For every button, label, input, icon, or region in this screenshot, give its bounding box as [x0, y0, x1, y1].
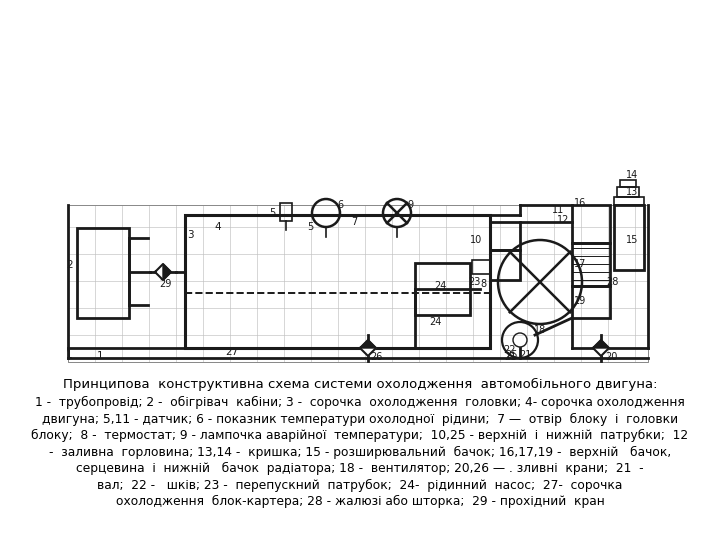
Polygon shape	[360, 340, 376, 348]
Text: 29: 29	[159, 279, 171, 289]
Bar	[490, 222, 520, 250]
Text: 24: 24	[434, 281, 446, 291]
Text: 4: 4	[215, 222, 221, 232]
Bar	[185, 215, 490, 348]
Polygon shape	[155, 264, 163, 280]
Text: 8: 8	[480, 279, 486, 289]
Text: серцевина  і  нижній   бачок  радіатора; 18 -  вентилятор; 20,26 — . зливні  кра: серцевина і нижній бачок радіатора; 18 -…	[76, 462, 644, 475]
Text: 23: 23	[468, 277, 480, 287]
Bar	[280, 203, 292, 221]
Text: 5: 5	[269, 208, 275, 218]
Bar	[614, 205, 644, 270]
Text: 25: 25	[505, 350, 518, 360]
Text: 12: 12	[557, 215, 570, 225]
Bar	[572, 243, 610, 286]
Text: 27: 27	[225, 347, 238, 357]
Polygon shape	[593, 348, 609, 356]
Text: 9: 9	[407, 200, 413, 210]
Bar	[68, 205, 648, 362]
Text: 1: 1	[96, 351, 103, 361]
Text: блоку;  8 -  термостат; 9 - лампочка аварійної  температури;  10,25 - верхній  і: блоку; 8 - термостат; 9 - лампочка аварі…	[32, 429, 688, 442]
Text: вал;  22 -   шків; 23 -  перепускний  патрубок;  24-  рідинний  насос;  27-  сор: вал; 22 - шків; 23 - перепускний патрубо…	[97, 478, 623, 491]
Polygon shape	[360, 348, 376, 356]
Text: 22: 22	[504, 345, 516, 355]
Text: 21: 21	[504, 352, 516, 362]
Text: 24: 24	[429, 317, 441, 327]
Text: 19: 19	[574, 296, 586, 306]
Text: 2: 2	[67, 260, 73, 270]
Bar	[77, 228, 129, 318]
Text: 3: 3	[186, 230, 193, 240]
Bar	[415, 263, 470, 315]
Text: 5: 5	[307, 222, 313, 232]
Bar	[490, 250, 520, 280]
Text: 13: 13	[626, 187, 638, 197]
Text: 18: 18	[534, 325, 546, 335]
Text: 1: 1	[66, 350, 72, 360]
Text: 21: 21	[519, 350, 531, 360]
Text: 28: 28	[606, 277, 618, 287]
Text: 16: 16	[574, 198, 586, 208]
Text: 17: 17	[574, 259, 586, 269]
Text: 20: 20	[605, 352, 617, 362]
Text: охолодження  блок-картера; 28 - жалюзі або шторка;  29 - прохідний  кран: охолодження блок-картера; 28 - жалюзі аб…	[116, 495, 604, 508]
Polygon shape	[593, 340, 609, 348]
Text: 7: 7	[351, 217, 357, 227]
Text: -  заливна  горловина; 13,14 -  кришка; 15 - розширювальний  бачок; 16,17,19 -  : - заливна горловина; 13,14 - кришка; 15 …	[49, 446, 671, 458]
Text: 10: 10	[470, 235, 482, 245]
Text: 11: 11	[552, 205, 564, 215]
Bar	[572, 286, 610, 318]
Bar	[620, 180, 636, 187]
Text: Принципова  конструктивна схема системи охолодження  автомобільного двигуна:: Принципова конструктивна схема системи о…	[63, 378, 657, 391]
Bar	[614, 197, 644, 205]
Text: 1 -  трубопровід; 2 -  обігрівач  кабіни; 3 -  сорочка  охолодження  головки; 4-: 1 - трубопровід; 2 - обігрівач кабіни; 3…	[35, 396, 685, 409]
Text: 6: 6	[337, 200, 343, 210]
Bar	[472, 260, 490, 274]
Polygon shape	[163, 264, 171, 280]
Text: двигуна; 5,11 - датчик; 6 - показник температури охолодної  рідини;  7 —  отвір : двигуна; 5,11 - датчик; 6 - показник тем…	[42, 413, 678, 426]
Text: 26: 26	[370, 352, 382, 362]
Bar	[617, 187, 639, 197]
Text: 14: 14	[626, 170, 638, 180]
Text: 15: 15	[626, 235, 638, 245]
Bar	[572, 205, 610, 243]
